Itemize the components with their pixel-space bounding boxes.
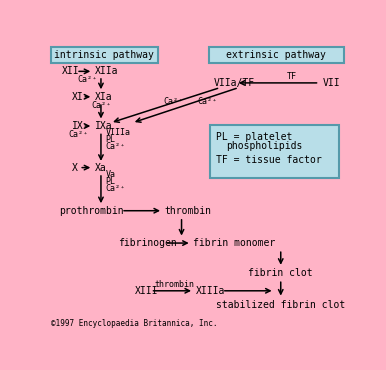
Text: intrinsic pathway: intrinsic pathway: [54, 50, 154, 60]
Text: XI: XI: [71, 92, 83, 102]
Text: Ca²⁺: Ca²⁺: [68, 130, 88, 139]
Text: TF: TF: [286, 72, 296, 81]
FancyBboxPatch shape: [210, 125, 339, 178]
Text: XIII: XIII: [135, 286, 159, 296]
Text: Va: Va: [106, 170, 115, 179]
Text: thrombin: thrombin: [164, 206, 212, 216]
Text: phospholipids: phospholipids: [227, 141, 303, 151]
Text: IX: IX: [71, 121, 83, 131]
Text: thrombin: thrombin: [154, 280, 195, 289]
Text: TF = tissue factor: TF = tissue factor: [216, 155, 322, 165]
Text: ©1997 Encyclopaedia Britannica, Inc.: ©1997 Encyclopaedia Britannica, Inc.: [51, 319, 218, 328]
Text: PL: PL: [106, 177, 115, 186]
Text: Xa: Xa: [95, 162, 107, 172]
Text: stabilized fibrin clot: stabilized fibrin clot: [216, 300, 345, 310]
Text: XIIa: XIIa: [95, 66, 118, 76]
Text: fibrinogen: fibrinogen: [118, 238, 177, 248]
Text: Ca²⁺: Ca²⁺: [91, 101, 111, 111]
Text: VII: VII: [323, 78, 340, 88]
FancyBboxPatch shape: [209, 47, 344, 63]
Text: Ca²⁺: Ca²⁺: [106, 184, 125, 193]
Text: PL: PL: [106, 135, 115, 144]
Text: Ca²⁺: Ca²⁺: [106, 142, 125, 151]
Text: VIIIa: VIIIa: [106, 128, 130, 137]
Text: XIa: XIa: [95, 92, 112, 102]
Text: fibrin clot: fibrin clot: [249, 268, 313, 278]
Text: Ca²⁺: Ca²⁺: [163, 97, 183, 106]
Text: XII: XII: [62, 66, 80, 76]
Text: Ca²⁺: Ca²⁺: [197, 97, 217, 106]
Text: XIIIa: XIIIa: [195, 286, 225, 296]
Text: X: X: [71, 162, 77, 172]
Text: fibrin monomer: fibrin monomer: [193, 238, 276, 248]
Text: prothrombin: prothrombin: [59, 206, 124, 216]
Text: Ca²⁺: Ca²⁺: [78, 75, 98, 84]
FancyBboxPatch shape: [51, 47, 157, 63]
Text: IXa: IXa: [95, 121, 112, 131]
Text: VIIa/TF: VIIa/TF: [214, 78, 255, 88]
Text: PL = platelet: PL = platelet: [216, 132, 292, 142]
Text: extrinsic pathway: extrinsic pathway: [226, 50, 326, 60]
